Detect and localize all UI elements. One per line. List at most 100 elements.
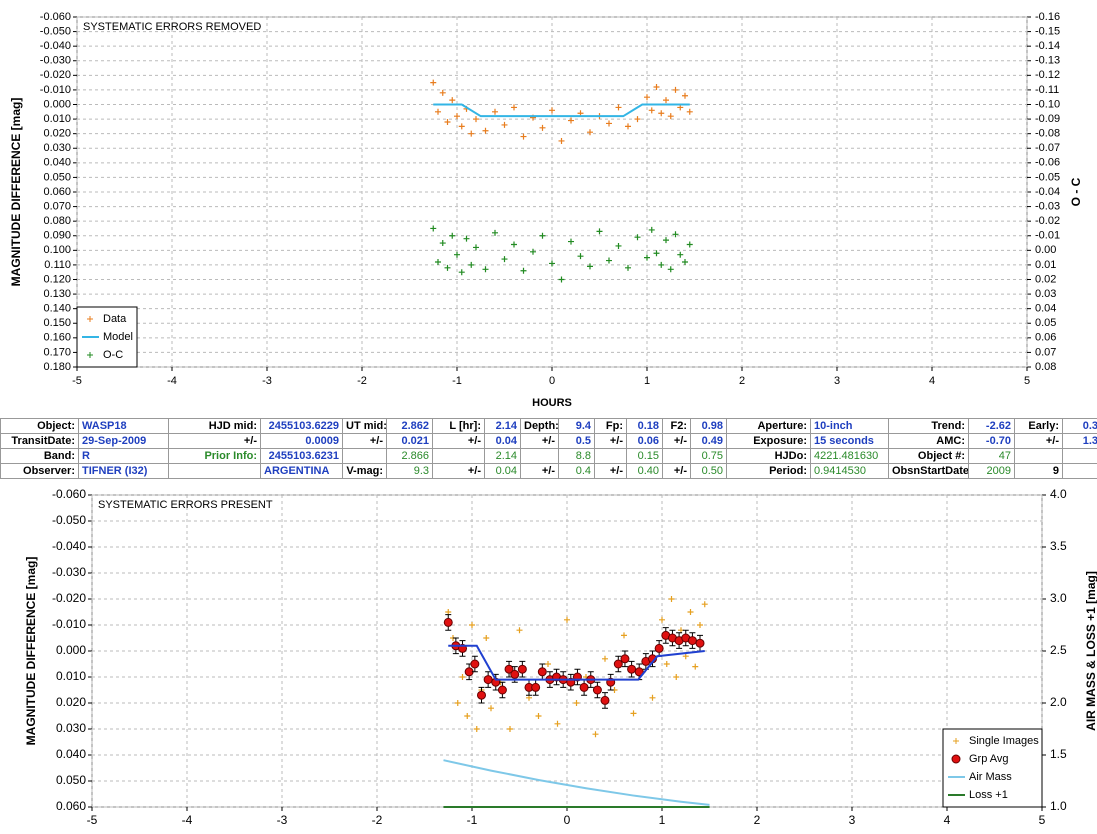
data-point xyxy=(606,120,612,127)
table-cell: 0.3 xyxy=(1062,418,1097,434)
y-tick-label: -0.060 xyxy=(40,11,71,23)
y-tick-label: 0.010 xyxy=(43,113,71,125)
table-cell: Prior Info: xyxy=(168,448,261,464)
table-cell: 2.866 xyxy=(386,448,433,464)
data-point xyxy=(686,241,693,248)
data-point xyxy=(615,242,622,249)
y-tick-label: 0.000 xyxy=(56,643,86,657)
y2-axis-title: AIR MASS & LOSS +1 [mag] xyxy=(1084,571,1097,731)
table-cell: 2.14 xyxy=(484,418,521,434)
data-point xyxy=(492,229,498,236)
data-point xyxy=(473,726,480,732)
data-point xyxy=(530,248,536,255)
data-point xyxy=(482,266,489,273)
y2-tick-label: 0.05 xyxy=(1035,317,1056,329)
data-point xyxy=(648,226,655,233)
table-cell: F2: xyxy=(662,418,691,434)
table-cell: 0.021 xyxy=(386,433,433,449)
data-point xyxy=(644,254,650,261)
y-tick-label: 0.000 xyxy=(43,98,71,110)
table-cell: 0.9414530 xyxy=(810,463,889,479)
data-point xyxy=(539,232,546,239)
y-tick-label: 0.060 xyxy=(43,186,71,198)
data-point xyxy=(459,674,466,680)
table-cell: 29-Sep-2009 xyxy=(78,433,169,449)
y-tick-label: 0.020 xyxy=(43,128,71,140)
data-point xyxy=(677,251,684,258)
y2-tick-label: -0.12 xyxy=(1035,69,1060,81)
data-point xyxy=(573,700,580,706)
table-cell: AMC: xyxy=(888,433,969,449)
group-average xyxy=(579,682,589,692)
parameter-table: Object: WASP18 HJD mid: 2455103.6229 UT mid:… xyxy=(0,418,1097,479)
data-point xyxy=(458,123,465,130)
legend-label: Data xyxy=(103,313,127,325)
table-cell: 2.862 xyxy=(386,418,433,434)
data-point xyxy=(663,97,669,104)
y-tick-label: -0.020 xyxy=(52,591,86,605)
group-average xyxy=(620,654,630,664)
x-tick-label: -1 xyxy=(467,813,478,827)
data-point xyxy=(454,251,460,258)
y2-tick-label: 0.01 xyxy=(1035,259,1056,271)
data-point xyxy=(577,253,584,260)
data-point xyxy=(539,124,546,131)
group-average xyxy=(600,695,610,705)
table-cell: +/- xyxy=(432,433,485,449)
group-average xyxy=(592,685,602,695)
legend-label: Model xyxy=(103,331,133,343)
table-cell: +/- xyxy=(662,433,691,449)
y2-tick-label: 0.00 xyxy=(1035,244,1056,256)
legend-label: Single Images xyxy=(969,735,1039,747)
table-cell xyxy=(520,448,559,464)
table-cell xyxy=(432,448,485,464)
data-point xyxy=(464,713,471,719)
y-tick-label: 0.050 xyxy=(43,171,71,183)
table-cell xyxy=(342,448,387,464)
group-average xyxy=(537,667,547,677)
table-cell xyxy=(662,448,691,464)
y2-tick-label: 1.5 xyxy=(1050,747,1067,761)
table-cell: R xyxy=(78,448,169,464)
y2-tick-label: -0.15 xyxy=(1035,25,1060,37)
data-point xyxy=(663,661,670,667)
y-tick-label: -0.050 xyxy=(40,25,71,37)
y-tick-label: 0.120 xyxy=(43,273,71,285)
data-point xyxy=(596,228,603,235)
table-cell: 0.04 xyxy=(484,463,521,479)
legend-swatch xyxy=(951,754,961,764)
table-cell: Exposure: xyxy=(726,433,811,449)
table-cell: +/- xyxy=(520,463,559,479)
x-axis-title: HOURS xyxy=(532,397,572,409)
data-point xyxy=(430,225,437,232)
data-point xyxy=(554,720,561,727)
data-point xyxy=(549,260,555,267)
x-tick-label: 1 xyxy=(659,813,666,827)
legend-swatch xyxy=(87,352,93,358)
data-point xyxy=(483,635,490,641)
table-cell: +/- xyxy=(594,433,627,449)
data-point xyxy=(535,713,542,719)
table-cell xyxy=(1062,463,1097,479)
table-cell: 0.49 xyxy=(690,433,727,449)
y-tick-label: -0.020 xyxy=(40,69,71,81)
legend-label: Loss +1 xyxy=(969,789,1008,801)
y-tick-label: 0.020 xyxy=(56,695,86,709)
y-tick-label: 0.170 xyxy=(43,346,71,358)
y-tick-label: 0.060 xyxy=(56,799,86,813)
table-cell: 0.15 xyxy=(626,448,663,464)
table-cell: 0.75 xyxy=(690,448,727,464)
data-point xyxy=(458,269,465,276)
group-average xyxy=(497,685,507,695)
data-point xyxy=(568,238,574,245)
data-point xyxy=(511,104,517,111)
y-tick-label: -0.030 xyxy=(52,565,86,579)
y2-tick-label: -0.02 xyxy=(1035,215,1060,227)
table-cell: Band: xyxy=(0,448,79,464)
y-tick-label: 0.110 xyxy=(44,259,71,271)
x-tick-label: 4 xyxy=(929,375,935,387)
x-tick-label: 3 xyxy=(834,375,840,387)
table-cell: 0.5 xyxy=(558,433,595,449)
table-cell: HJDo: xyxy=(726,448,811,464)
table-cell: 0.40 xyxy=(626,463,663,479)
